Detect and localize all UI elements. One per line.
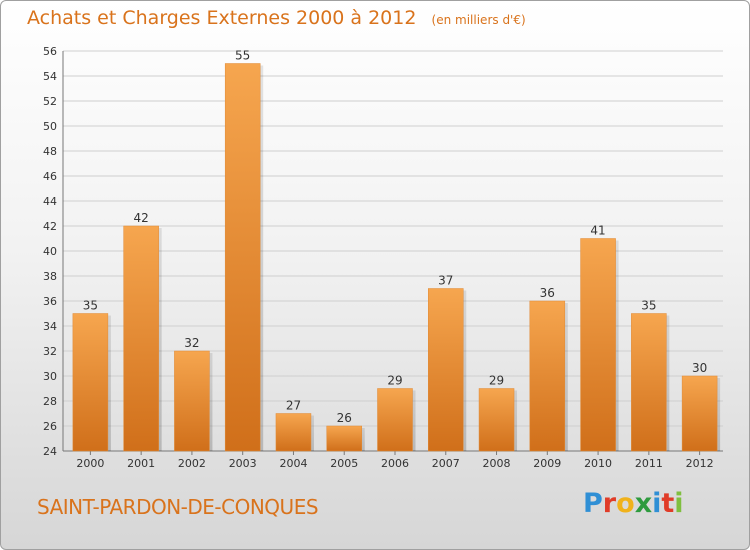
bar-value-label: 35 (641, 299, 656, 313)
bar-value-label: 41 (590, 224, 605, 238)
bar-value-label: 42 (134, 211, 149, 225)
bar (529, 300, 566, 452)
logo-letter: r (602, 488, 617, 519)
bar (580, 238, 616, 452)
x-tick-label: 2004 (279, 457, 307, 470)
y-tick-label: 42 (43, 220, 57, 233)
y-tick-label: 52 (43, 95, 57, 108)
bar (681, 375, 718, 452)
y-tick-label: 26 (43, 420, 57, 433)
y-tick-label: 54 (43, 70, 57, 83)
bar-value-label: 26 (337, 411, 352, 425)
proxiti-logo: Proxiti (583, 488, 684, 519)
bar-value-label: 32 (184, 336, 199, 350)
bar (224, 63, 261, 452)
bar-value-label: 37 (438, 274, 453, 288)
bar (72, 313, 109, 452)
x-tick-label: 2009 (533, 457, 561, 470)
bar (428, 288, 464, 452)
bar (123, 225, 159, 452)
bar-value-label: 27 (286, 399, 301, 413)
bar-value-label: 29 (387, 374, 402, 388)
title-row: Achats et Charges Externes 2000 à 2012 (… (27, 7, 526, 29)
bar (326, 425, 362, 452)
y-tick-label: 38 (43, 270, 57, 283)
bar (275, 413, 312, 452)
logo-letter: x (634, 488, 653, 519)
bar-value-label: 30 (692, 361, 707, 375)
y-tick-label: 50 (43, 120, 57, 133)
y-tick-label: 24 (43, 445, 57, 458)
chart-subtitle: (en milliers d'€) (431, 13, 526, 27)
bar-value-label: 36 (540, 286, 555, 300)
y-tick-label: 44 (43, 195, 57, 208)
logo-letter: o (616, 488, 635, 519)
bar-value-label: 55 (235, 49, 250, 63)
x-tick-label: 2008 (483, 457, 511, 470)
y-tick-label: 30 (43, 370, 57, 383)
x-tick-label: 2000 (76, 457, 104, 470)
logo-letter: i (674, 488, 684, 519)
x-tick-label: 2002 (178, 457, 206, 470)
y-tick-label: 56 (43, 45, 57, 58)
x-tick-label: 2012 (686, 457, 714, 470)
y-tick-label: 46 (43, 170, 57, 183)
y-tick-label: 36 (43, 295, 57, 308)
label-layer: 35 42 32 55 27 26 29 37 29 36 41 35 30 (83, 49, 708, 426)
x-tick-label: 2011 (635, 457, 663, 470)
y-tick-label: 28 (43, 395, 57, 408)
x-tick-label: 2005 (330, 457, 358, 470)
commune-name: SAINT-PARDON-DE-CONQUES (37, 495, 319, 519)
bar (478, 388, 515, 452)
y-tick-label: 34 (43, 320, 57, 333)
y-tick-label: 48 (43, 145, 57, 158)
bar-value-label: 35 (83, 299, 98, 313)
x-tick-label: 2010 (584, 457, 612, 470)
bar-value-label: 29 (489, 374, 504, 388)
bar (631, 313, 667, 452)
y-tick-label: 32 (43, 345, 57, 358)
x-tick-label: 2007 (432, 457, 460, 470)
bar (377, 388, 413, 452)
logo-letter: P (583, 488, 603, 519)
x-tick-label: 2006 (381, 457, 409, 470)
logo-letter: i (652, 488, 662, 519)
bar (174, 350, 210, 452)
x-tick-label: 2001 (127, 457, 155, 470)
logo-letter: t (661, 488, 675, 519)
chart-title: Achats et Charges Externes 2000 à 2012 (27, 7, 417, 29)
y-tick-label: 40 (43, 245, 57, 258)
x-tick-label: 2003 (229, 457, 257, 470)
bar-layer (72, 63, 721, 452)
